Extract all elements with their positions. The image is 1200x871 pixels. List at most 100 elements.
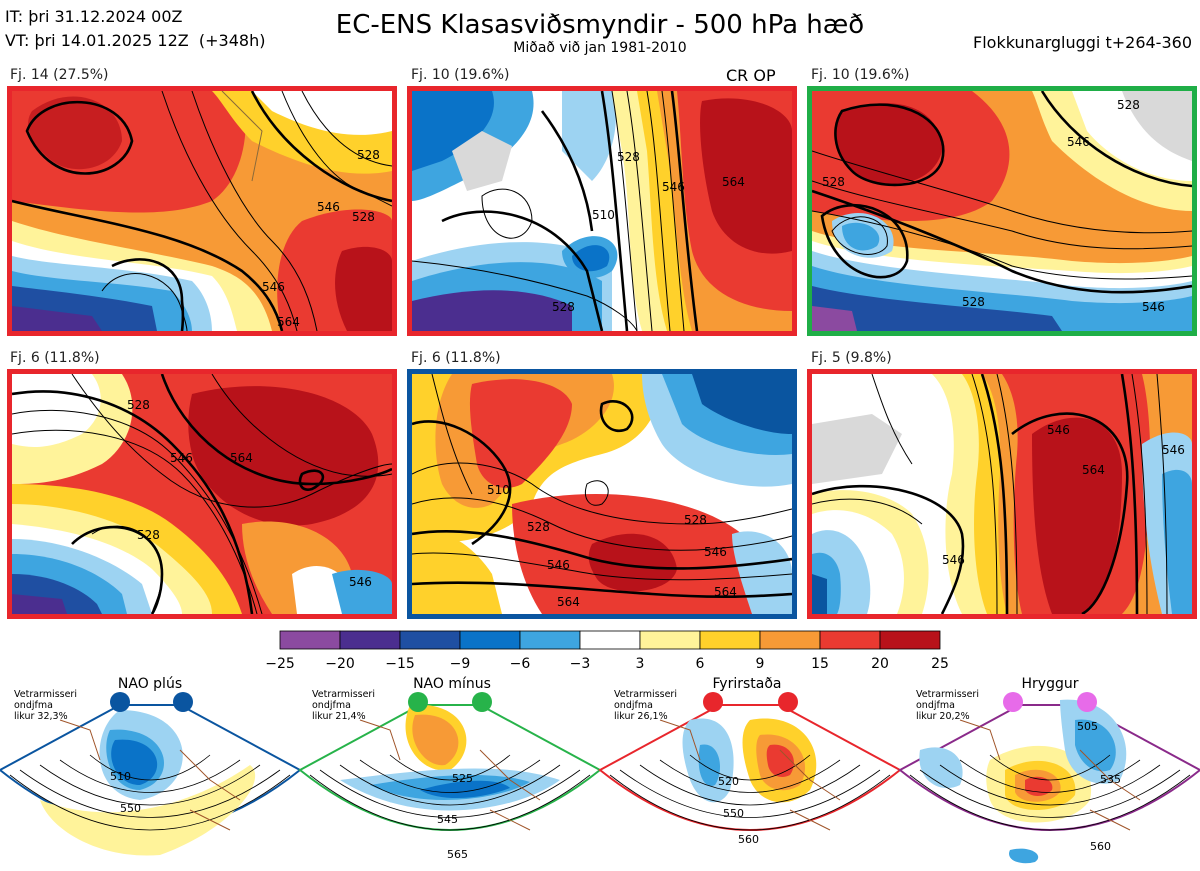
contour-label: 560 [1090, 840, 1111, 853]
colorbar-cell [879, 630, 941, 650]
contour-label: 528 [137, 528, 160, 542]
colorbar-cell [279, 630, 341, 650]
contour-label: 550 [723, 807, 744, 820]
contour-label: 520 [718, 775, 739, 788]
contour-label: 528 [552, 300, 575, 314]
valid-time: VT: þri 14.01.2025 12Z (+348h) [5, 31, 266, 50]
contour-label: 546 [1047, 423, 1070, 437]
page-title: EC-ENS Klasasviðsmyndir - 500 hPa hæð [335, 10, 865, 40]
contour-label: 546 [942, 553, 965, 567]
colorbar-tick-label: 25 [931, 656, 949, 672]
contour-label: 510 [592, 208, 615, 222]
contour-label: 528 [527, 520, 550, 534]
regime-nao-plus-map: 510 550 [0, 692, 302, 856]
regime-blocking-map: 520 550 560 [598, 692, 902, 846]
contour-label: 565 [447, 848, 468, 861]
colorbar-cell [459, 630, 521, 650]
regime-title-blocking: Fyrirstaða [712, 676, 782, 692]
colorbar-tick-label: −6 [509, 656, 531, 672]
colorbar-tick-label: −20 [325, 656, 355, 672]
regime-marker [472, 692, 492, 712]
colorbar-tick-label: −25 [265, 656, 295, 672]
regime-marker [778, 692, 798, 712]
regime-title-nao-plus: NAO plús [117, 676, 183, 692]
colorbar-tick-label: 9 [755, 656, 765, 672]
panel-2-tag: CR OP [726, 66, 776, 85]
contour-label: 546 [547, 558, 570, 572]
cluster-map-1: 528 546 546 528 564 [7, 86, 397, 336]
contour-label: 546 [262, 280, 285, 294]
colorbar-cell [759, 630, 821, 650]
regime-note-ridge: Vetrarmisseri ondjfma likur 20,2% [916, 689, 979, 722]
contour-label: 546 [317, 200, 340, 214]
contour-label: 528 [352, 210, 375, 224]
colorbar-cell [399, 630, 461, 650]
colorbar-cell [519, 630, 581, 650]
clustering-window: Flokkunargluggi t+264-360 [973, 33, 1192, 52]
colorbar-tick-label: −15 [385, 656, 415, 672]
regime-nao-minus-map: 525 545 565 [298, 692, 602, 861]
contour-label: 564 [722, 175, 745, 189]
contour-label: 528 [962, 295, 985, 309]
contour-label: 528 [822, 175, 845, 189]
forecast-times: IT: þri 31.12.2024 00Z VT: þri 14.01.202… [5, 5, 265, 53]
contour-label: 546 [704, 545, 727, 559]
contour-label: 528 [127, 398, 150, 412]
contour-label: 560 [738, 833, 759, 846]
contour-label: 546 [349, 575, 372, 589]
panel-5-label: Fj. 6 (11.8%) [411, 350, 501, 366]
contour-label: 505 [1077, 720, 1098, 733]
contour-label: 528 [357, 148, 380, 162]
regime-title-ridge: Hryggur [1021, 676, 1079, 692]
regime-marker [1003, 692, 1023, 712]
contour-label: 546 [1067, 135, 1090, 149]
colorbar-cell [819, 630, 881, 650]
colorbar-tick-label: 3 [635, 656, 645, 672]
contour-label: 528 [684, 513, 707, 527]
contour-label: 528 [617, 150, 640, 164]
regime-note-blocking: Vetrarmisseri ondjfma likur 26,1% [614, 689, 677, 722]
contour-label: 535 [1100, 773, 1121, 786]
contour-label: 546 [1162, 443, 1185, 457]
regime-marker [408, 692, 428, 712]
regime-title-nao-minus: NAO mínus [413, 676, 491, 692]
colorbar-tick-label: 15 [811, 656, 829, 672]
contour-label: 564 [557, 595, 580, 609]
contour-label: 550 [120, 802, 141, 815]
contour-label: 528 [1117, 98, 1140, 112]
cluster-map-6: 546 564 546 546 [807, 369, 1197, 619]
colorbar-cell [339, 630, 401, 650]
colorbar-cell [639, 630, 701, 650]
page-subtitle: Miðað við jan 1981-2010 [513, 40, 687, 56]
regime-marker [703, 692, 723, 712]
panel-2-label: Fj. 10 (19.6%) [411, 67, 510, 83]
cluster-map-2: 510 528 546 564 528 [407, 86, 797, 336]
colorbar-cell [579, 630, 641, 650]
contour-label: 510 [110, 770, 131, 783]
contour-label: 525 [452, 772, 473, 785]
contour-label: 564 [1082, 463, 1105, 477]
regime-maps: 510 550 525 545 565 [0, 692, 1200, 864]
cluster-map-3: 528 546 528 546 528 [807, 86, 1197, 336]
regime-marker [173, 692, 193, 712]
colorbar-tick-label: −9 [449, 656, 471, 672]
contour-label: 564 [277, 315, 300, 329]
colorbar-tick-label: 6 [695, 656, 705, 672]
colorbar-tick-label: −3 [569, 656, 591, 672]
panel-1-label: Fj. 14 (27.5%) [10, 67, 109, 83]
cluster-map-5: 528 546 564 528 510 546 564 [407, 369, 797, 619]
contour-label: 510 [487, 483, 510, 497]
regime-marker [110, 692, 130, 712]
colorbar-cell [699, 630, 761, 650]
anomaly-colorbar [279, 630, 941, 650]
contour-label: 545 [437, 813, 458, 826]
contour-label: 546 [170, 451, 193, 465]
panel-4-label: Fj. 6 (11.8%) [10, 350, 100, 366]
cluster-map-4: 528 546 564 528 546 [7, 369, 397, 619]
regime-ridge-map: 505 535 560 [898, 692, 1200, 864]
regime-note-nao-plus: Vetrarmisseri ondjfma likur 32,3% [14, 689, 77, 722]
contour-label: 564 [230, 451, 253, 465]
colorbar-tick-label: 20 [871, 656, 889, 672]
contour-label: 546 [662, 180, 685, 194]
contour-label: 564 [714, 585, 737, 599]
